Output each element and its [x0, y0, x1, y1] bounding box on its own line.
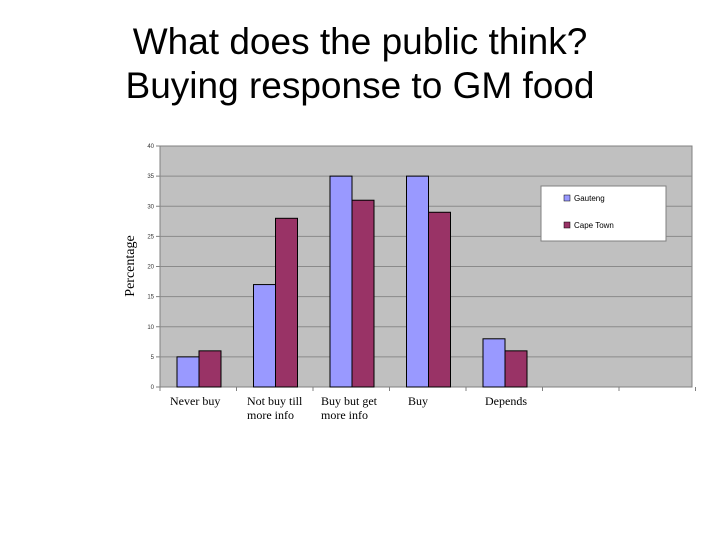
slide-title-line-1: What does the public think? [132, 21, 588, 62]
bar-cape-town [428, 211, 451, 388]
bar-cape-town [351, 199, 375, 388]
bar-cape-town [275, 217, 298, 388]
bar-gauteng [253, 284, 276, 388]
x-category-label: Never buy [170, 394, 221, 408]
legend-label: Gauteng [574, 194, 605, 203]
legend-label: Cape Town [574, 221, 614, 230]
bar-cape-town [198, 350, 222, 388]
x-category-label: Buy [408, 394, 429, 408]
y-axis-label: Percentage [123, 235, 138, 296]
x-category-label: Depends [485, 394, 527, 408]
bar-gauteng [482, 338, 506, 388]
legend-swatch [563, 194, 571, 202]
bar-cape-town [504, 350, 528, 388]
slide-title: What does the public think? Buying respo… [0, 20, 720, 108]
y-tick-label: 40 [147, 144, 154, 150]
y-tick-label: 35 [147, 174, 154, 180]
slide-title-line-2: Buying response to GM food [125, 65, 595, 106]
bar-gauteng [406, 175, 429, 388]
y-tick-label: 5 [151, 355, 155, 361]
y-tick-label: 30 [147, 204, 154, 210]
y-tick-label: 10 [147, 325, 154, 331]
x-category-label: Not buy till more info [247, 394, 303, 422]
legend [540, 185, 667, 242]
x-category-label: Buy but get more info [321, 394, 377, 422]
y-tick-label: 0 [151, 385, 155, 391]
y-tick-label: 20 [147, 265, 154, 271]
bar-gauteng [176, 356, 200, 388]
y-tick-label: 25 [147, 234, 154, 240]
bar-gauteng [329, 175, 353, 388]
legend-swatch [563, 221, 571, 229]
y-tick-label: 15 [147, 295, 154, 301]
